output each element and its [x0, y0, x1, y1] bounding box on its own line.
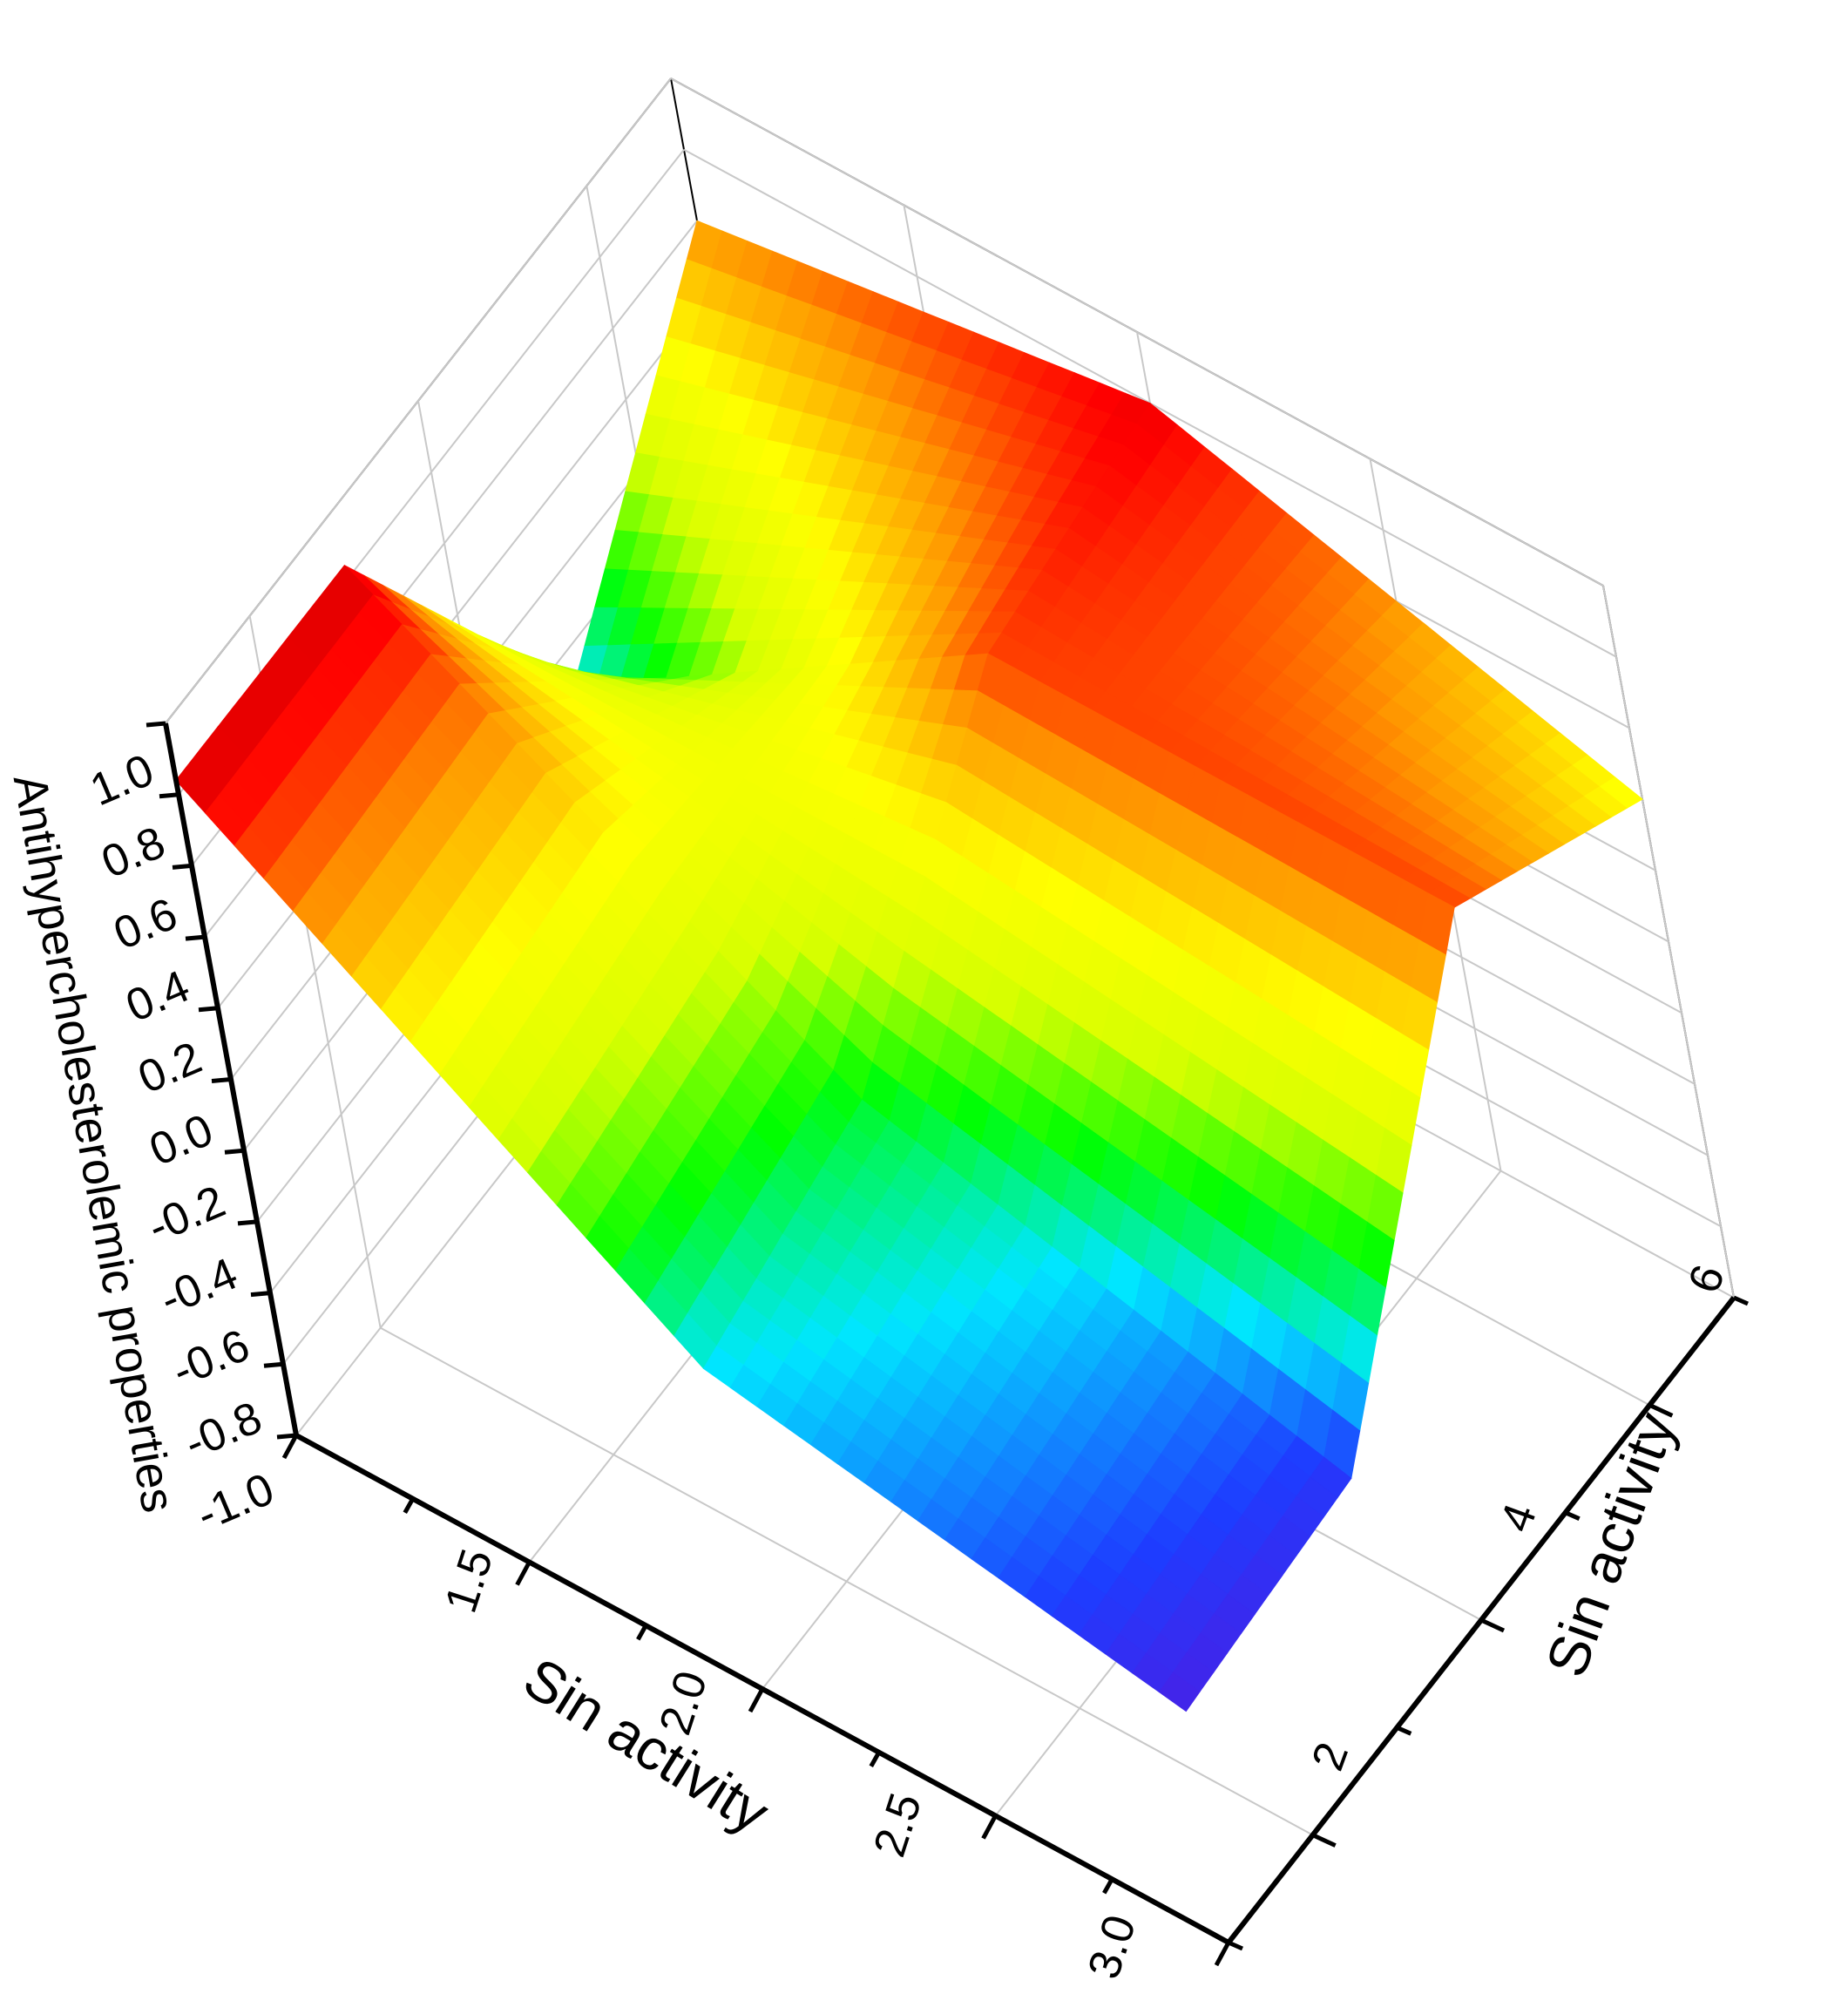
y-tick [1479, 1617, 1506, 1633]
gridline [380, 1326, 1314, 1836]
z-tick [172, 863, 193, 870]
z-tick [185, 934, 206, 941]
y-axis-title: Sin activity [1533, 1404, 1688, 1685]
z-tick-label: -0.8 [178, 1393, 269, 1469]
x-tick [869, 1751, 881, 1767]
x-tick [981, 1814, 998, 1840]
y-tick-label: 4 [1491, 1497, 1547, 1538]
x-tick [515, 1561, 531, 1586]
y-tick [1648, 1403, 1674, 1418]
z-tick [198, 1006, 219, 1013]
z-tick [263, 1361, 284, 1368]
x-tick-label: 3.0 [1079, 1909, 1147, 1985]
x-tick [748, 1687, 765, 1713]
z-tick [276, 1433, 297, 1440]
z-tick-label: -0.4 [153, 1249, 245, 1326]
z-tick-label: 0.0 [142, 1105, 220, 1177]
z-tick [237, 1219, 258, 1226]
z-tick-label: 0.4 [118, 961, 196, 1033]
z-tick [211, 1077, 232, 1083]
surface-plot [175, 220, 1643, 1712]
z-tick-label: -0.2 [141, 1177, 233, 1253]
x-tick [1214, 1941, 1231, 1967]
x-tick [281, 1434, 299, 1460]
z-tick-label: 0.8 [94, 817, 172, 889]
z-tick-label: 1.0 [83, 745, 160, 817]
y-tick [1227, 1940, 1244, 1951]
x-tick [1102, 1878, 1114, 1895]
z-tick-label: -0.6 [166, 1320, 257, 1397]
y-tick [1564, 1510, 1581, 1521]
z-tick [159, 792, 179, 799]
surface-patch [1158, 1672, 1201, 1712]
y-tick [1396, 1726, 1412, 1736]
y-tick-label: 2 [1303, 1736, 1358, 1777]
y-tick [1732, 1295, 1750, 1306]
z-tick [250, 1291, 271, 1298]
axes [146, 721, 1750, 1967]
x-tick [636, 1624, 648, 1641]
gridline [1602, 585, 1735, 1299]
y-tick-label: 6 [1679, 1258, 1735, 1299]
x-tick-label: 1.5 [436, 1543, 504, 1619]
x-tick [403, 1497, 415, 1514]
z-tick-label: 0.6 [106, 889, 184, 960]
x-tick-label: 2.5 [864, 1787, 932, 1863]
z-tick [146, 721, 166, 728]
z-tick-label: 0.2 [131, 1033, 208, 1104]
z-tick [224, 1148, 245, 1155]
y-tick [1311, 1833, 1337, 1848]
z-tick-label: -1.0 [190, 1464, 281, 1541]
